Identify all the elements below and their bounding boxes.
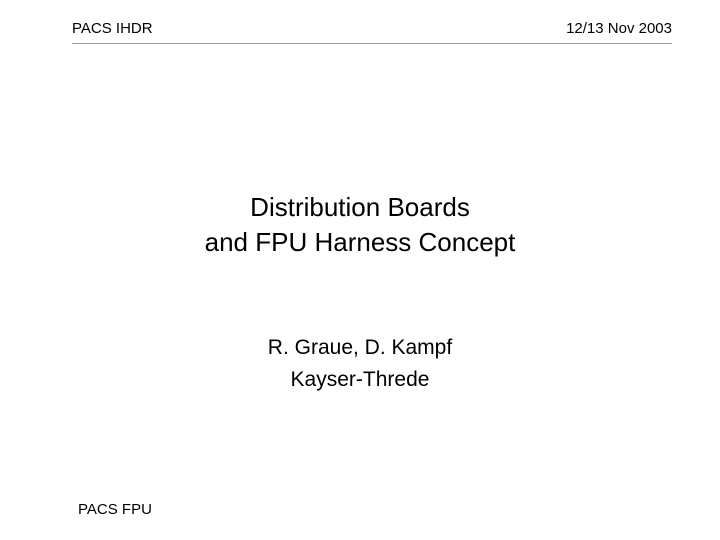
header-date: 12/13 Nov 2003 xyxy=(566,20,672,37)
slide-header: PACS IHDR 12/13 Nov 2003 xyxy=(72,0,672,44)
slide-content: Distribution Boards and FPU Harness Conc… xyxy=(0,190,720,395)
organization: Kayser-Threde xyxy=(0,364,720,396)
title-line-2: and FPU Harness Concept xyxy=(0,225,720,260)
authors: R. Graue, D. Kampf xyxy=(0,332,720,364)
footer-left-text: PACS FPU xyxy=(78,501,152,518)
title-line-1: Distribution Boards xyxy=(0,190,720,225)
slide-title: Distribution Boards and FPU Harness Conc… xyxy=(0,190,720,260)
subtitle-block: R. Graue, D. Kampf Kayser-Threde xyxy=(0,332,720,395)
header-row: PACS IHDR 12/13 Nov 2003 xyxy=(72,0,672,44)
header-left-text: PACS IHDR xyxy=(72,20,153,37)
slide-footer: PACS FPU xyxy=(78,501,152,518)
